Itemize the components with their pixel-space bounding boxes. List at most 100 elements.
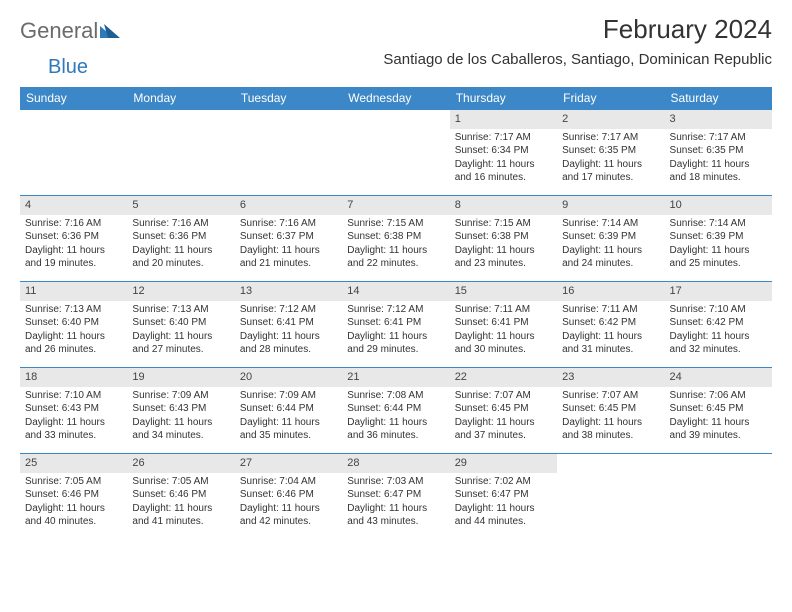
day-details: Sunrise: 7:04 AMSunset: 6:46 PMDaylight:… [235,473,342,533]
calendar-week-row: 4Sunrise: 7:16 AMSunset: 6:36 PMDaylight… [20,196,772,282]
daylight-text: Daylight: 11 hours and 20 minutes. [132,244,229,271]
day-number: 11 [20,282,127,301]
day-number: 14 [342,282,449,301]
day-number: 12 [127,282,234,301]
day-details: Sunrise: 7:14 AMSunset: 6:39 PMDaylight:… [557,215,664,275]
sunrise-text: Sunrise: 7:10 AM [670,303,767,317]
calendar-cell: 8Sunrise: 7:15 AMSunset: 6:38 PMDaylight… [450,196,557,282]
daylight-text: Daylight: 11 hours and 19 minutes. [25,244,122,271]
sunrise-text: Sunrise: 7:11 AM [562,303,659,317]
calendar-cell [665,454,772,540]
location-text: Santiago de los Caballeros, Santiago, Do… [383,51,772,68]
sunset-text: Sunset: 6:36 PM [25,230,122,244]
sunrise-text: Sunrise: 7:16 AM [25,217,122,231]
sunset-text: Sunset: 6:35 PM [670,144,767,158]
logo-text-general: General [20,18,98,44]
daylight-text: Daylight: 11 hours and 33 minutes. [25,416,122,443]
sunset-text: Sunset: 6:36 PM [132,230,229,244]
day-details: Sunrise: 7:11 AMSunset: 6:42 PMDaylight:… [557,301,664,361]
sunset-text: Sunset: 6:46 PM [25,488,122,502]
day-details: Sunrise: 7:02 AMSunset: 6:47 PMDaylight:… [450,473,557,533]
sunrise-text: Sunrise: 7:06 AM [670,389,767,403]
sunrise-text: Sunrise: 7:09 AM [132,389,229,403]
day-details: Sunrise: 7:08 AMSunset: 6:44 PMDaylight:… [342,387,449,447]
daylight-text: Daylight: 11 hours and 26 minutes. [25,330,122,357]
calendar-cell: 11Sunrise: 7:13 AMSunset: 6:40 PMDayligh… [20,282,127,368]
sunrise-text: Sunrise: 7:16 AM [132,217,229,231]
sunset-text: Sunset: 6:41 PM [240,316,337,330]
day-number: 9 [557,196,664,215]
sunset-text: Sunset: 6:46 PM [132,488,229,502]
day-number: 27 [235,454,342,473]
calendar-week-row: 1Sunrise: 7:17 AMSunset: 6:34 PMDaylight… [20,110,772,196]
day-number: 16 [557,282,664,301]
sunset-text: Sunset: 6:43 PM [132,402,229,416]
daylight-text: Daylight: 11 hours and 21 minutes. [240,244,337,271]
sunset-text: Sunset: 6:37 PM [240,230,337,244]
weekday-header: Monday [127,87,234,110]
daylight-text: Daylight: 11 hours and 37 minutes. [455,416,552,443]
calendar-cell: 7Sunrise: 7:15 AMSunset: 6:38 PMDaylight… [342,196,449,282]
day-number: 24 [665,368,772,387]
calendar-cell [557,454,664,540]
calendar-body: 1Sunrise: 7:17 AMSunset: 6:34 PMDaylight… [20,110,772,540]
sunrise-text: Sunrise: 7:17 AM [455,131,552,145]
calendar-cell: 15Sunrise: 7:11 AMSunset: 6:41 PMDayligh… [450,282,557,368]
calendar-cell: 24Sunrise: 7:06 AMSunset: 6:45 PMDayligh… [665,368,772,454]
sunrise-text: Sunrise: 7:16 AM [240,217,337,231]
calendar-cell: 14Sunrise: 7:12 AMSunset: 6:41 PMDayligh… [342,282,449,368]
day-details: Sunrise: 7:16 AMSunset: 6:36 PMDaylight:… [127,215,234,275]
sunset-text: Sunset: 6:46 PM [240,488,337,502]
sunset-text: Sunset: 6:39 PM [670,230,767,244]
calendar-cell: 10Sunrise: 7:14 AMSunset: 6:39 PMDayligh… [665,196,772,282]
day-details: Sunrise: 7:15 AMSunset: 6:38 PMDaylight:… [450,215,557,275]
day-details: Sunrise: 7:17 AMSunset: 6:34 PMDaylight:… [450,129,557,189]
daylight-text: Daylight: 11 hours and 41 minutes. [132,502,229,529]
weekday-header: Saturday [665,87,772,110]
day-number: 6 [235,196,342,215]
day-details: Sunrise: 7:09 AMSunset: 6:44 PMDaylight:… [235,387,342,447]
day-details: Sunrise: 7:09 AMSunset: 6:43 PMDaylight:… [127,387,234,447]
weekday-header: Friday [557,87,664,110]
day-details: Sunrise: 7:13 AMSunset: 6:40 PMDaylight:… [20,301,127,361]
month-title: February 2024 [383,14,772,45]
daylight-text: Daylight: 11 hours and 35 minutes. [240,416,337,443]
daylight-text: Daylight: 11 hours and 18 minutes. [670,158,767,185]
calendar-cell: 19Sunrise: 7:09 AMSunset: 6:43 PMDayligh… [127,368,234,454]
day-details: Sunrise: 7:07 AMSunset: 6:45 PMDaylight:… [450,387,557,447]
day-number: 21 [342,368,449,387]
calendar-cell: 12Sunrise: 7:13 AMSunset: 6:40 PMDayligh… [127,282,234,368]
calendar-cell [127,110,234,196]
calendar-week-row: 18Sunrise: 7:10 AMSunset: 6:43 PMDayligh… [20,368,772,454]
calendar-cell: 1Sunrise: 7:17 AMSunset: 6:34 PMDaylight… [450,110,557,196]
sunset-text: Sunset: 6:40 PM [25,316,122,330]
day-number: 22 [450,368,557,387]
weekday-header: Tuesday [235,87,342,110]
weekday-header-row: SundayMondayTuesdayWednesdayThursdayFrid… [20,87,772,110]
sunrise-text: Sunrise: 7:12 AM [347,303,444,317]
sunrise-text: Sunrise: 7:02 AM [455,475,552,489]
calendar-cell: 26Sunrise: 7:05 AMSunset: 6:46 PMDayligh… [127,454,234,540]
daylight-text: Daylight: 11 hours and 28 minutes. [240,330,337,357]
calendar-cell: 5Sunrise: 7:16 AMSunset: 6:36 PMDaylight… [127,196,234,282]
weekday-header: Wednesday [342,87,449,110]
sunset-text: Sunset: 6:45 PM [455,402,552,416]
sunset-text: Sunset: 6:38 PM [347,230,444,244]
calendar-cell: 22Sunrise: 7:07 AMSunset: 6:45 PMDayligh… [450,368,557,454]
day-number: 1 [450,110,557,129]
sunrise-text: Sunrise: 7:07 AM [455,389,552,403]
calendar-week-row: 11Sunrise: 7:13 AMSunset: 6:40 PMDayligh… [20,282,772,368]
sunrise-text: Sunrise: 7:13 AM [25,303,122,317]
day-number: 2 [557,110,664,129]
daylight-text: Daylight: 11 hours and 27 minutes. [132,330,229,357]
sunrise-text: Sunrise: 7:13 AM [132,303,229,317]
sunrise-text: Sunrise: 7:03 AM [347,475,444,489]
calendar-cell [235,110,342,196]
sunset-text: Sunset: 6:35 PM [562,144,659,158]
daylight-text: Daylight: 11 hours and 24 minutes. [562,244,659,271]
calendar-cell: 3Sunrise: 7:17 AMSunset: 6:35 PMDaylight… [665,110,772,196]
calendar-cell: 2Sunrise: 7:17 AMSunset: 6:35 PMDaylight… [557,110,664,196]
day-details: Sunrise: 7:12 AMSunset: 6:41 PMDaylight:… [235,301,342,361]
weekday-header: Sunday [20,87,127,110]
daylight-text: Daylight: 11 hours and 17 minutes. [562,158,659,185]
